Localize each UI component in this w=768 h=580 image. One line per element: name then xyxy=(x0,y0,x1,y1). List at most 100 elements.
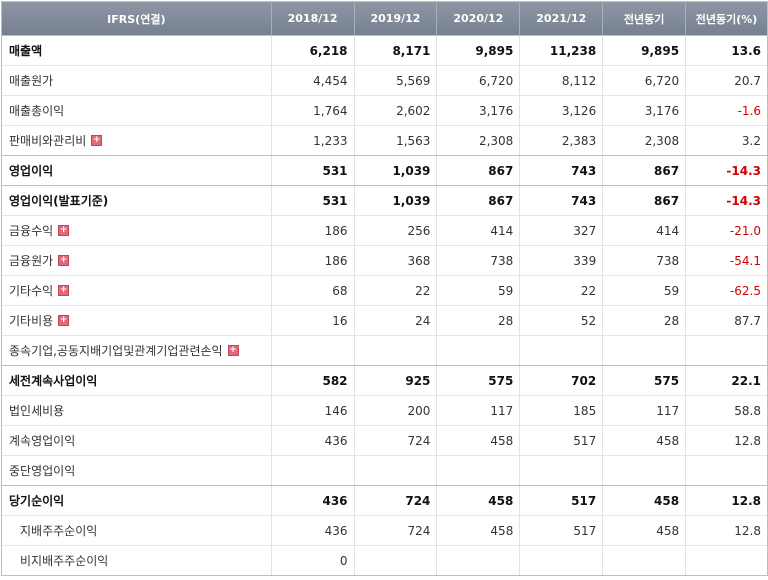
value-cell: 867 xyxy=(436,186,519,215)
value-cell: 185 xyxy=(519,396,602,425)
row-label: 판매비와관리비 + xyxy=(2,126,271,155)
value-cell: 24 xyxy=(353,306,437,335)
value-cell: 3,126 xyxy=(519,96,602,125)
value-cell xyxy=(602,456,685,485)
value-cell: 87.7 xyxy=(685,306,767,335)
expand-button[interactable]: + xyxy=(227,345,239,356)
value-cell: 436 xyxy=(270,486,354,515)
expand-button[interactable]: + xyxy=(58,315,70,326)
value-cell: 11,238 xyxy=(519,36,602,65)
row-label: 중단영업이익 xyxy=(2,456,271,485)
value-cell: -21.0 xyxy=(685,216,767,245)
value-cell xyxy=(353,456,437,485)
value-cell: 20.7 xyxy=(685,66,767,95)
value-cell: 4,454 xyxy=(270,66,354,95)
value-cell xyxy=(602,336,685,365)
row-label-text: 금융원가 xyxy=(9,254,54,268)
value-cell: 22 xyxy=(519,276,602,305)
header-row: IFRS(연결) 2018/12 2019/12 2020/12 2021/12 전년동기… xyxy=(2,2,767,35)
header-cell: 2020/12 xyxy=(436,2,519,35)
value-cell: 22.1 xyxy=(685,366,767,395)
table-row: 금융수익 +186 256 414 327 414 -21.0 xyxy=(2,215,767,245)
row-label: 기타수익 + xyxy=(2,276,271,305)
value-cell: 146 xyxy=(270,396,354,425)
value-cell: 5,569 xyxy=(353,66,437,95)
value-cell: 12.8 xyxy=(685,516,767,545)
value-cell: 368 xyxy=(353,246,437,275)
table-row: 영업이익(발표기준) 531 1,039 867 743 867 -14.3 xyxy=(2,185,767,215)
value-cell: 738 xyxy=(602,246,685,275)
value-cell: -62.5 xyxy=(685,276,767,305)
value-cell: 1,039 xyxy=(353,186,437,215)
value-cell: 517 xyxy=(519,486,602,515)
row-label: 영업이익 xyxy=(2,156,271,185)
table-row: 매출원가 4,454 5,569 6,720 8,112 6,720 20.7 xyxy=(2,65,767,95)
value-cell: 58.8 xyxy=(685,396,767,425)
value-cell xyxy=(519,336,602,365)
value-cell: 436 xyxy=(270,516,354,545)
expand-button[interactable]: + xyxy=(58,285,70,296)
header-cell: 전년동기 xyxy=(602,2,685,35)
value-cell: 414 xyxy=(602,216,685,245)
value-cell: 28 xyxy=(602,306,685,335)
row-label-text: 매출원가 xyxy=(9,74,54,88)
value-cell: 16 xyxy=(270,306,354,335)
value-cell: -1.6 xyxy=(685,96,767,125)
value-cell: 867 xyxy=(436,156,519,185)
table-row: 중단영업이익 xyxy=(2,455,767,485)
table-row: 종속기업,공동지배기업및관계기업관련손익 + xyxy=(2,335,767,365)
row-label: 법인세비용 xyxy=(2,396,271,425)
value-cell: 186 xyxy=(270,246,354,275)
value-cell: -54.1 xyxy=(685,246,767,275)
value-cell: 517 xyxy=(519,426,602,455)
value-cell xyxy=(685,456,767,485)
value-cell: 1,039 xyxy=(353,156,437,185)
value-cell: 339 xyxy=(519,246,602,275)
value-cell: 2,383 xyxy=(519,126,602,155)
value-cell: 458 xyxy=(436,486,519,515)
value-cell xyxy=(270,336,354,365)
table-row: 법인세비용 146 200 117 185 117 58.8 xyxy=(2,395,767,425)
expand-button[interactable]: + xyxy=(91,135,103,146)
value-cell: 2,602 xyxy=(353,96,437,125)
value-cell: 117 xyxy=(602,396,685,425)
value-cell xyxy=(685,546,767,575)
value-cell: 458 xyxy=(602,426,685,455)
row-label-text: 영업이익 xyxy=(9,164,54,178)
value-cell: 531 xyxy=(270,156,354,185)
row-label-text: 당기순이익 xyxy=(9,494,65,508)
value-cell: 867 xyxy=(602,156,685,185)
header-cell: 2021/12 xyxy=(519,2,602,35)
value-cell: 256 xyxy=(353,216,437,245)
value-cell: 22 xyxy=(353,276,437,305)
value-cell xyxy=(436,546,519,575)
row-label-text: 금융수익 xyxy=(9,224,54,238)
value-cell: 458 xyxy=(602,486,685,515)
expand-button[interactable]: + xyxy=(58,255,70,266)
table-row: 금융원가 +186 368 738 339 738 -54.1 xyxy=(2,245,767,275)
value-cell: 3,176 xyxy=(602,96,685,125)
row-label-text: 계속영업이익 xyxy=(9,434,76,448)
header-cell: IFRS(연결) xyxy=(107,12,166,26)
row-label: 지배주주순이익 xyxy=(2,516,271,545)
row-label-text: 법인세비용 xyxy=(9,404,65,418)
value-cell: 458 xyxy=(436,426,519,455)
value-cell xyxy=(519,546,602,575)
expand-button[interactable]: + xyxy=(58,225,70,236)
value-cell: -14.3 xyxy=(685,156,767,185)
value-cell: 59 xyxy=(436,276,519,305)
row-label: 금융원가 + xyxy=(2,246,271,275)
table-row: 매출총이익 1,764 2,602 3,176 3,126 3,176 -1.6 xyxy=(2,95,767,125)
value-cell: 582 xyxy=(270,366,354,395)
row-label: 계속영업이익 xyxy=(2,426,271,455)
value-cell: 6,720 xyxy=(602,66,685,95)
row-label-text: 영업이익(발표기준) xyxy=(9,194,109,208)
value-cell: 0 xyxy=(270,546,354,575)
table-row: 비지배주주순이익 0 xyxy=(2,545,767,575)
value-cell: 436 xyxy=(270,426,354,455)
row-label-text: 기타비용 xyxy=(9,314,54,328)
value-cell: 12.8 xyxy=(685,486,767,515)
row-label: 영업이익(발표기준) xyxy=(2,186,271,215)
